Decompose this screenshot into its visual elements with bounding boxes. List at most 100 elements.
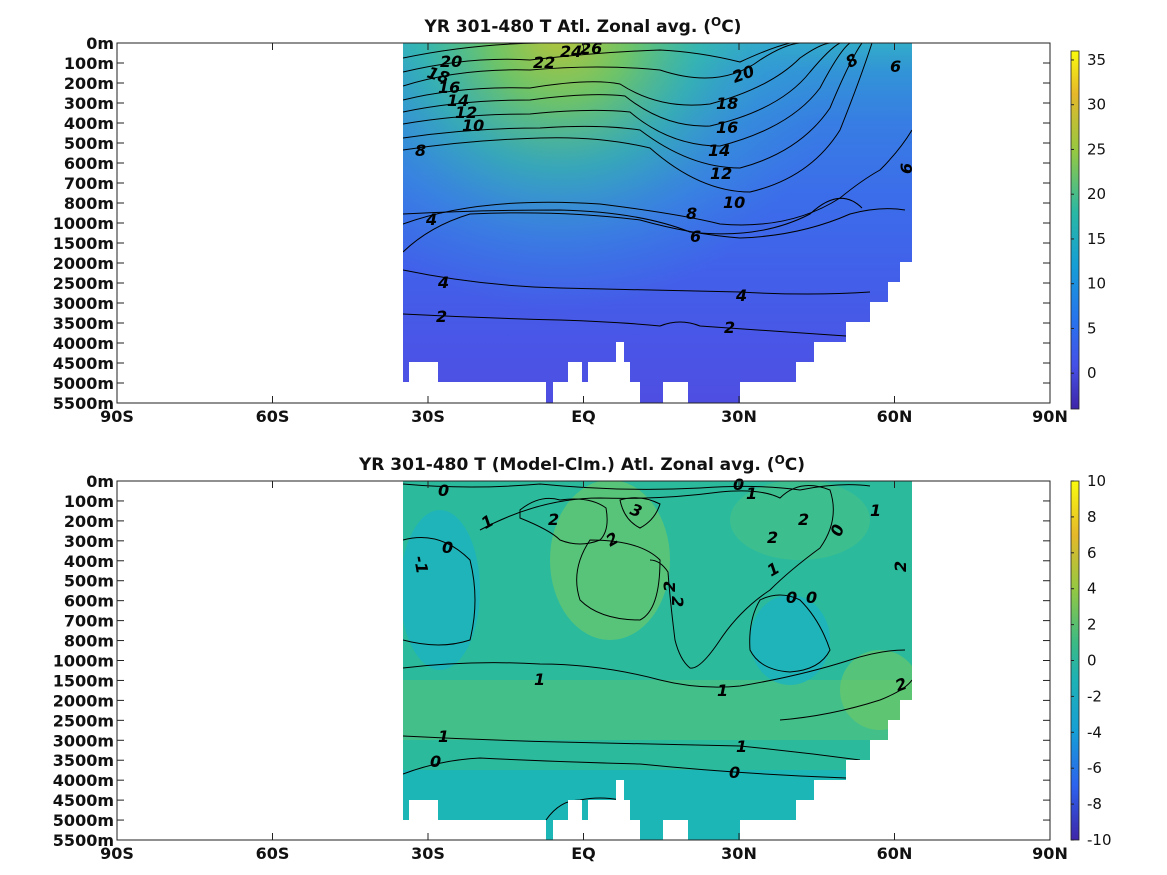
colorbar-ticks: 10 8 6 4 2 0 -2 -4 -6 -8 -10 <box>1071 472 1112 849</box>
contour-label: 26 <box>580 39 602 58</box>
y-tick-label: 700m <box>64 612 114 631</box>
panel-anomaly: YR 301-480 T (Model-Clm.) Atl. Zonal avg… <box>53 453 1112 863</box>
contour-label: 4 <box>735 286 747 305</box>
x-tick-label: 90N <box>1032 407 1068 426</box>
contour-label: 1 <box>717 681 728 700</box>
x-tick-label: EQ <box>571 844 596 863</box>
x-tick-label: 30S <box>411 407 445 426</box>
isotherms <box>403 43 912 337</box>
colorbar-tick-label: 10 <box>1087 275 1106 293</box>
contour-label: 2 <box>767 528 778 547</box>
y-tick-label: 800m <box>64 632 114 651</box>
contour-label: 2 <box>724 318 735 337</box>
y-tick-label: 800m <box>64 194 114 213</box>
contour-label: 2 <box>891 561 910 572</box>
colorbar-tick-label: 8 <box>1087 508 1097 526</box>
contour-label: 4 <box>425 210 437 229</box>
x-tick-label: 90S <box>100 407 134 426</box>
x-tick-label: 60S <box>256 844 290 863</box>
contour-label: 1 <box>534 670 545 689</box>
colorbar-ticks: 35 30 25 20 15 10 5 0 <box>1071 51 1106 382</box>
chart-title: YR 301-480 T (Model-Clm.) Atl. Zonal avg… <box>358 453 805 475</box>
y-tick-label: 4000m <box>53 771 114 790</box>
y-tick-label: 2500m <box>53 274 114 293</box>
contour-label: 2 <box>548 510 559 529</box>
contour-label: 0 <box>786 588 797 607</box>
contour-label: 6 <box>890 57 901 76</box>
x-tick-label: 90N <box>1032 844 1068 863</box>
y-tick-label: 0m <box>86 472 114 491</box>
x-tick-label: 30N <box>721 844 757 863</box>
colorbar-tick-label: 2 <box>1087 616 1097 634</box>
y-tick-label: 300m <box>64 532 114 551</box>
contour-label: 20 <box>440 52 462 71</box>
contour-label: 4 <box>437 273 449 292</box>
contour-label: 14 <box>708 141 730 160</box>
y-tick-label: 200m <box>64 512 114 531</box>
colorbar-tick-label: 30 <box>1087 96 1106 114</box>
y-tick-label: 500m <box>64 134 114 153</box>
colorbar-tick-label: 25 <box>1087 140 1106 158</box>
y-tick-label: 4000m <box>53 334 114 353</box>
y-tick-label: 500m <box>64 572 114 591</box>
y-tick-label: 400m <box>64 114 114 133</box>
contour-label: 1 <box>438 727 449 746</box>
chart-title: YR 301-480 T Atl. Zonal avg. (OC) <box>424 15 742 37</box>
contour-label: 12 <box>710 164 732 183</box>
contour-label: 1 <box>736 737 747 756</box>
contour-label: 2 <box>798 510 809 529</box>
y-tick-label: 100m <box>64 492 114 511</box>
y-tick-label: 700m <box>64 174 114 193</box>
axes: 90S 60S 30S EQ 30N 60N 90N0m100m200m300m400m50… <box>53 472 1068 863</box>
y-tick-label: 3500m <box>53 751 114 770</box>
y-tick-label: 1500m <box>53 671 114 690</box>
y-tick-label: 300m <box>64 94 114 113</box>
y-tick-label: 200m <box>64 74 114 93</box>
colorbar-tick-label: 6 <box>1087 544 1097 562</box>
y-tick-label: 5000m <box>53 811 114 830</box>
x-tick-label: 60N <box>877 407 913 426</box>
contour-label: 1 <box>746 484 757 503</box>
y-tick-label: 2000m <box>53 254 114 273</box>
x-tick-label: 30N <box>721 407 757 426</box>
contour-label: 22 <box>533 53 555 72</box>
y-tick-label: 0m <box>86 34 114 53</box>
colorbar-tick-label: 10 <box>1087 472 1106 490</box>
y-tick-label: 2000m <box>53 691 114 710</box>
y-tick-label: 2500m <box>53 711 114 730</box>
colorbar-tick-label: -8 <box>1087 795 1102 813</box>
contour-label: 0 <box>806 588 817 607</box>
contour-label: 10 <box>462 116 484 135</box>
y-tick-label: 600m <box>64 592 114 611</box>
y-tick-label: 100m <box>64 54 114 73</box>
contour-label: 2 <box>660 581 679 592</box>
x-tick-label: 60N <box>877 844 913 863</box>
colorbar-tick-label: 15 <box>1087 230 1106 248</box>
contour-label: 2 <box>668 596 687 607</box>
x-tick-label: 60S <box>256 407 290 426</box>
contour-label: 1 <box>870 501 881 520</box>
y-tick-label: 4500m <box>53 354 114 373</box>
contour-label: 12 <box>455 103 477 122</box>
colorbar-tick-label: -10 <box>1087 831 1112 849</box>
y-tick-label: 1000m <box>53 652 114 671</box>
contour-label: 18 <box>716 94 738 113</box>
contour-label: -1 <box>410 554 432 575</box>
y-tick-label: 1000m <box>53 214 114 233</box>
x-tick-label: 30S <box>411 844 445 863</box>
colorbar-tick-label: 35 <box>1087 51 1106 69</box>
x-tick-label: 90S <box>100 844 134 863</box>
axes: 90S 60S 30S EQ 30N 60N 90N 0m100m200m300m400m50… <box>53 34 1068 426</box>
colorbar-tick-label: 0 <box>1087 364 1097 382</box>
y-tick-label: 600m <box>64 154 114 173</box>
x-tick-label: EQ <box>571 407 596 426</box>
colorbar-tick-label: -2 <box>1087 687 1102 705</box>
contour-label: 0 <box>442 538 453 557</box>
panel-temperature: YR 301-480 T Atl. Zonal avg. (OC) 20 18 … <box>53 15 1106 426</box>
colorbar-tick-label: -6 <box>1087 759 1102 777</box>
contour-label: 0 <box>430 752 441 771</box>
contour-label: 0 <box>729 763 740 782</box>
contour-label: 0 <box>438 481 449 500</box>
y-tick-label: 3000m <box>53 294 114 313</box>
y-tick-label: 3500m <box>53 314 114 333</box>
